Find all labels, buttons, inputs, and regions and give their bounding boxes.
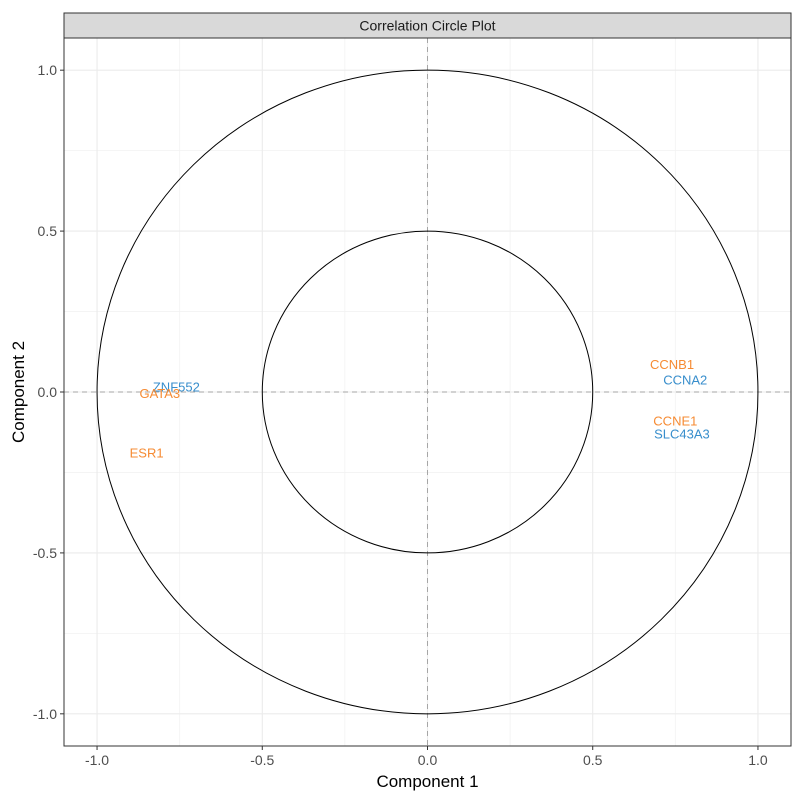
x-tick-label: 0.5 [583,752,603,768]
variable-label-esr1: ESR1 [130,446,164,461]
title-strip [63,12,792,39]
y-tick-label: -0.5 [33,545,57,561]
variable-label-slc43a3: SLC43A3 [654,426,710,441]
variable-label-ccne1: CCNE1 [653,413,697,428]
x-tick-label: 1.0 [748,752,768,768]
y-axis-title: Component 2 [9,341,28,443]
x-tick-label: -1.0 [85,752,109,768]
x-tick-label: -0.5 [250,752,274,768]
correlation-circles [96,69,759,715]
outer-circle [96,69,759,715]
y-tick-label: -1.0 [33,706,57,722]
x-tick-label: 0.0 [418,752,438,768]
y-tick-label: 0.5 [38,223,58,239]
x-axis-ticks: -1.0 -0.5 0.0 0.5 1.0 [85,746,768,768]
inner-circle [261,230,594,554]
variable-label-ccnb1: CCNB1 [650,357,694,372]
variable-label-ccna2: CCNA2 [663,373,707,388]
y-tick-label: 1.0 [38,62,58,78]
chart-title: Correlation Circle Plot [359,18,495,34]
x-axis-title: Component 1 [376,772,478,791]
y-tick-label: 0.0 [38,384,58,400]
y-axis-ticks: -1.0 -0.5 0.0 0.5 1.0 [33,62,64,722]
reference-lines [64,38,791,746]
variable-label-znf552: ZNF552 [153,380,200,395]
variable-label-gata3: GATA3 [139,386,180,401]
